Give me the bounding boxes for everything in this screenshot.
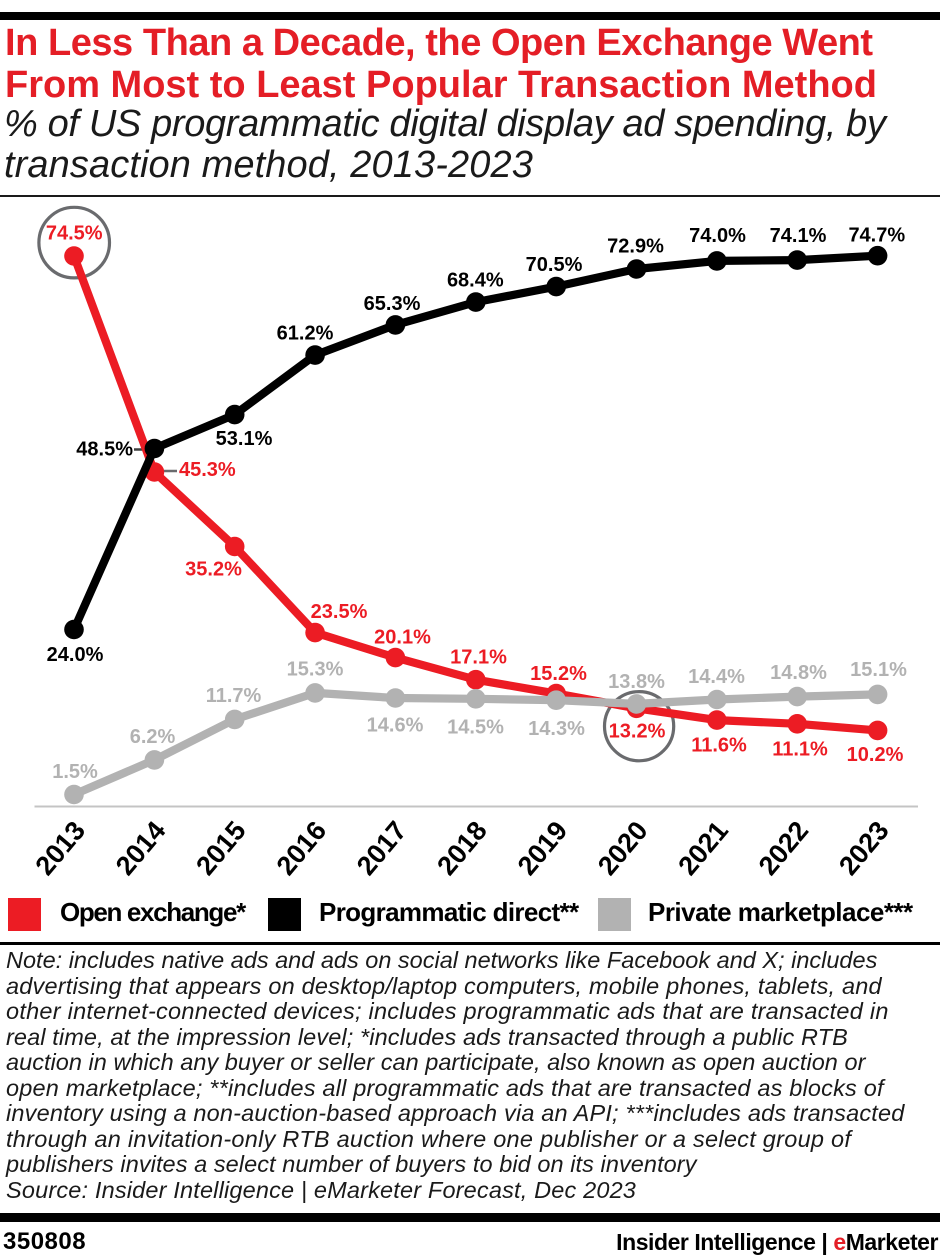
svg-text:48.5%: 48.5%: [76, 439, 133, 461]
svg-text:23.5%: 23.5%: [311, 601, 368, 623]
svg-text:35.2%: 35.2%: [185, 559, 242, 581]
svg-text:14.5%: 14.5%: [447, 717, 504, 739]
svg-text:11.7%: 11.7%: [206, 685, 262, 707]
svg-text:74.1%: 74.1%: [770, 225, 827, 247]
svg-text:2015: 2015: [190, 816, 252, 881]
svg-text:45.3%: 45.3%: [179, 459, 236, 481]
svg-text:11.1%: 11.1%: [772, 739, 828, 761]
svg-text:70.5%: 70.5%: [526, 254, 583, 276]
svg-text:10.2%: 10.2%: [847, 744, 904, 766]
svg-text:2020: 2020: [592, 816, 654, 881]
svg-text:1.5%: 1.5%: [52, 761, 98, 783]
svg-text:2018: 2018: [431, 816, 493, 881]
svg-text:74.7%: 74.7%: [848, 224, 905, 246]
svg-text:72.9%: 72.9%: [607, 236, 664, 258]
svg-text:15.2%: 15.2%: [530, 663, 587, 685]
svg-text:68.4%: 68.4%: [447, 270, 504, 292]
svg-text:15.3%: 15.3%: [287, 659, 344, 681]
svg-text:24.0%: 24.0%: [47, 644, 104, 666]
svg-text:2019: 2019: [512, 816, 574, 881]
svg-text:13.8%: 13.8%: [608, 671, 665, 693]
svg-text:17.1%: 17.1%: [450, 647, 507, 669]
svg-text:14.3%: 14.3%: [528, 718, 585, 740]
svg-text:2016: 2016: [271, 816, 333, 881]
svg-text:2013: 2013: [29, 816, 91, 881]
svg-text:2023: 2023: [833, 816, 895, 881]
svg-text:65.3%: 65.3%: [364, 293, 421, 315]
svg-text:11.6%: 11.6%: [691, 735, 747, 757]
svg-text:2021: 2021: [672, 816, 734, 881]
svg-text:15.1%: 15.1%: [850, 659, 907, 681]
svg-text:2022: 2022: [753, 816, 815, 881]
svg-text:13.2%: 13.2%: [609, 721, 666, 743]
svg-text:14.8%: 14.8%: [770, 662, 827, 684]
svg-text:2017: 2017: [351, 816, 413, 881]
svg-text:74.0%: 74.0%: [689, 225, 746, 247]
svg-text:20.1%: 20.1%: [374, 627, 431, 649]
svg-text:6.2%: 6.2%: [130, 726, 176, 748]
svg-text:74.5%: 74.5%: [46, 223, 103, 245]
svg-text:14.4%: 14.4%: [688, 666, 745, 688]
svg-text:14.6%: 14.6%: [367, 715, 424, 737]
svg-text:61.2%: 61.2%: [277, 323, 334, 345]
svg-text:53.1%: 53.1%: [216, 428, 273, 450]
svg-text:2014: 2014: [110, 816, 172, 881]
